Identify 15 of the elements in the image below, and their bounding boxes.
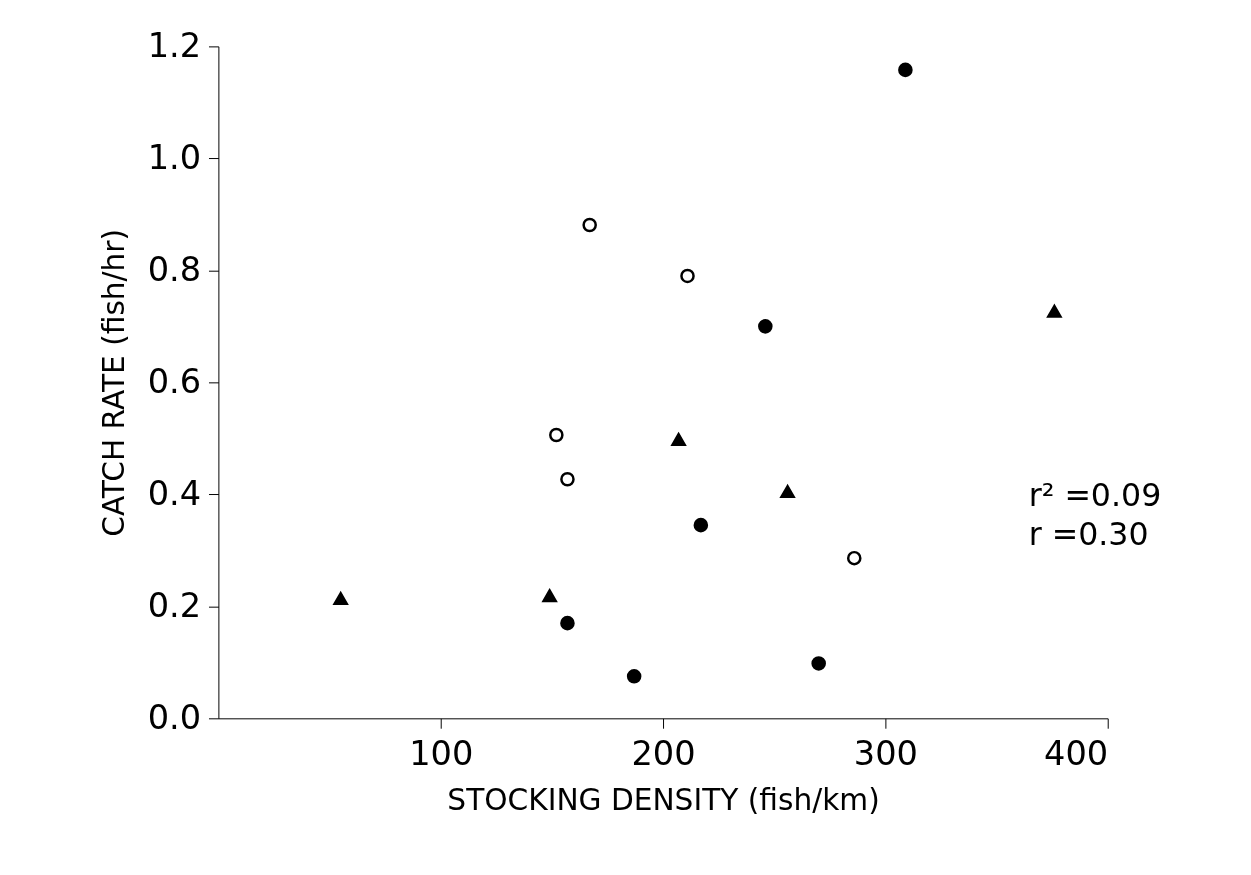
y-tick-label: 0.4 [147,473,202,513]
x-tick-label: 100 [409,734,474,774]
y-tick-label: 0.8 [147,249,202,289]
y-tick-label: 0.2 [147,585,202,625]
y-axis-title: CATCH RATE (fish/hr) [95,228,131,537]
y-tick-label: 0.6 [147,361,202,401]
y-tick-label: 1.0 [147,137,202,177]
x-tick-label: 300 [853,734,918,774]
y-tick-label: 0.0 [147,697,202,737]
x-tick-label: 200 [631,734,696,774]
annotation: r² =0.09 [1028,476,1162,513]
x-axis-title: STOCKING DENSITY (fish/km) [447,781,880,817]
y-tick-label: 1.2 [147,25,202,65]
x-tick-label: 400 [1044,734,1109,774]
annotation: r =0.30 [1028,516,1149,553]
